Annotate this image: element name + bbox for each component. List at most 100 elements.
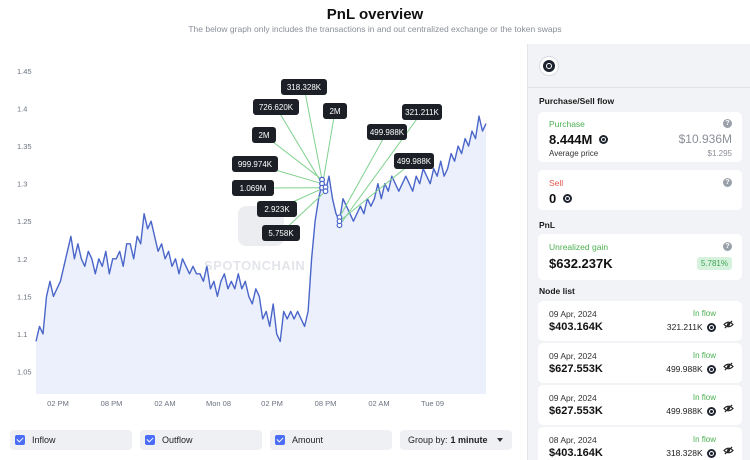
unrealized-percent-badge: 5.781% [696,257,732,270]
annotation-connector [275,106,323,184]
amount-checkbox[interactable]: Amount [270,430,392,450]
chevron-down-icon [497,438,503,442]
node-flow: In flow [692,435,716,444]
node-date: 09 Apr, 2024 [549,351,597,361]
avg-price-label: Average price [549,149,599,158]
page-header: PnL overview The below graph only includ… [0,0,750,44]
side-panel: Purchase/Sell flow Purchase ? 8.444M $10… [527,44,750,460]
checkbox-checked-icon [145,435,155,445]
amount-label: Amount [292,435,324,445]
pnl-title: PnL [539,220,556,230]
x-tick-label: 08 PM [101,399,123,408]
annotation-label-bg [232,180,274,196]
sell-amount-row: 0 [549,190,572,208]
annotation-point [336,218,343,225]
node-value: $627.553K [549,405,603,417]
annotation-connector [321,110,336,188]
inflow-label: Inflow [32,435,56,445]
eye-off-icon[interactable] [723,320,734,329]
annotation-label: 5.758K [268,229,294,238]
node-amount-row: 318.328K [666,448,716,459]
sell-label: Sell [549,178,564,188]
token-icon [598,135,608,145]
sell-card: Sell ? 0 [538,170,742,210]
checkbox-checked-icon [15,435,25,445]
series-area [36,116,486,394]
x-tick-label: Tue 09 [421,399,444,408]
y-tick-label: 1.4 [17,105,27,114]
node-list-item[interactable]: 09 Apr, 2024 $403.164K In flow 321.211K [538,301,742,341]
node-list-item[interactable]: 09 Apr, 2024 $627.553K In flow 499.988K [538,343,742,383]
annotation-connector [339,131,388,218]
purchase-card: Purchase ? 8.444M $10.936M Average price… [538,112,742,162]
pnl-chart-svg: SPOTONCHAIN 1.05 1.1 1.15 1.2 1.25 1.3 1.35 1.4 1… [17,67,487,408]
y-tick-label: 1.45 [17,67,32,76]
annotation-label-bg [394,153,434,169]
annotation-connector [303,86,323,180]
annotation-label-bg [281,79,327,95]
unrealized-label: Unrealized gain [549,242,609,252]
help-icon[interactable]: ? [723,178,732,187]
help-icon[interactable]: ? [723,242,732,251]
node-amount: 318.328K [666,448,703,458]
outflow-checkbox[interactable]: Outflow [140,430,262,450]
annotation-connector [339,111,423,226]
node-date: 09 Apr, 2024 [549,393,597,403]
annotation-label-bg [257,201,297,217]
x-tick-label: 02 PM [47,399,69,408]
checkbox-checked-icon [275,435,285,445]
series-line [35,115,487,343]
annotation-label: 321.211K [405,108,439,117]
node-list-item[interactable]: 09 Apr, 2024 $627.553K In flow 499.988K [538,385,742,425]
token-icon [562,194,572,204]
token-icon [707,323,716,333]
help-icon[interactable]: ? [723,119,732,128]
node-flow: In flow [692,393,716,402]
annotation-label: 2M [258,131,269,140]
node-date: 08 Apr, 2024 [549,435,597,445]
annotation-label-bg [262,225,300,241]
node-list-item[interactable]: 08 Apr, 2024 $403.164K In flow 318.328K [538,427,742,460]
purchase-label: Purchase [549,119,585,129]
eye-off-icon[interactable] [723,362,734,371]
page-subtitle: The below graph only includes the transa… [188,24,562,34]
annotation-point [322,188,329,195]
node-amount-row: 499.988K [666,406,716,417]
purchase-usd: $10.936M [678,132,732,146]
y-tick-label: 1.15 [17,292,32,301]
node-value: $403.164K [549,321,603,333]
token-icon [707,365,716,375]
purchase-amount: 8.444M [549,132,593,147]
page-title: PnL overview [326,6,424,23]
eye-off-icon[interactable] [723,446,734,455]
annotation-label: 1.069M [240,184,267,193]
panel-top [528,44,750,88]
node-value: $403.164K [549,447,603,459]
annotation-connector [339,160,415,222]
annotation-label-bg [367,124,407,140]
eye-off-icon[interactable] [723,404,734,413]
token-logo-icon [543,60,555,72]
unrealized-value: $632.237K [549,256,613,271]
annotation-label-bg [402,104,442,120]
annotation-label: 499.988K [397,157,432,166]
sell-amount: 0 [549,191,557,206]
pnl-card: Unrealized gain ? $632.237K 5.781% [538,234,742,280]
avg-price-value: $1.295 [707,149,732,158]
node-flow: In flow [692,351,716,360]
token-logo-button[interactable] [539,56,559,76]
node-amount-row: 499.988K [666,364,716,375]
annotation-label: 999.974K [238,160,273,169]
group-by-value: 1 minute [450,435,488,445]
annotation-label-bg [232,156,278,172]
y-tick-label: 1.1 [17,330,27,339]
group-by-select[interactable]: Group by: 1 minute [400,430,512,450]
inflow-checkbox[interactable]: Inflow [10,430,132,450]
annotation-label: 2M [329,107,340,116]
y-tick-label: 1.05 [17,367,32,376]
pnl-chart: SPOTONCHAIN 1.05 1.1 1.15 1.2 1.25 1.3 1.35 1.4 1… [0,44,526,424]
x-tick-label: Mon 08 [206,399,231,408]
y-tick-label: 1.35 [17,142,32,151]
y-tick-label: 1.25 [17,217,32,226]
annotation-label-bg [323,103,347,119]
